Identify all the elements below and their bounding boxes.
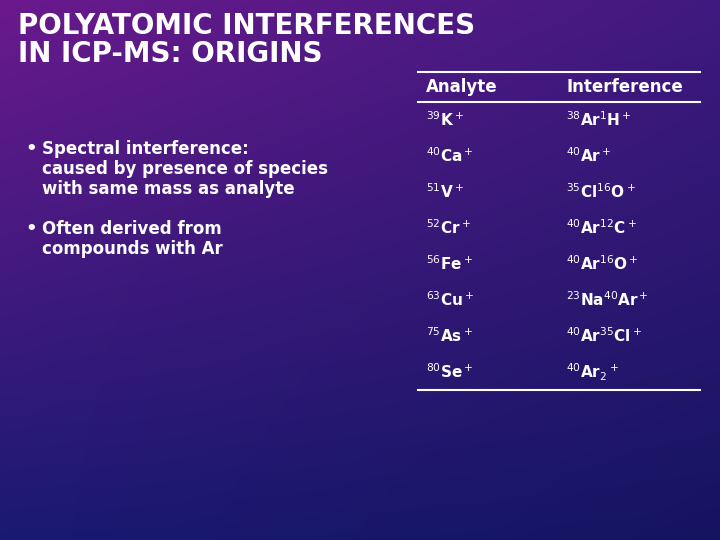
Text: $^{40}$Ar$^{35}$Cl$^+$: $^{40}$Ar$^{35}$Cl$^+$ — [566, 327, 642, 346]
Text: with same mass as analyte: with same mass as analyte — [42, 180, 294, 198]
Text: Spectral interference:: Spectral interference: — [42, 140, 248, 158]
Text: Analyte: Analyte — [426, 78, 498, 96]
Text: IN ICP-MS: ORIGINS: IN ICP-MS: ORIGINS — [18, 40, 323, 68]
Text: $^{56}$Fe$^+$: $^{56}$Fe$^+$ — [426, 255, 473, 273]
Text: $^{39}$K$^+$: $^{39}$K$^+$ — [426, 111, 464, 130]
Text: $^{51}$V$^+$: $^{51}$V$^+$ — [426, 183, 464, 201]
Text: caused by presence of species: caused by presence of species — [42, 160, 328, 178]
Text: $^{52}$Cr$^+$: $^{52}$Cr$^+$ — [426, 219, 471, 238]
Text: $^{38}$Ar$^1$H$^+$: $^{38}$Ar$^1$H$^+$ — [566, 111, 631, 130]
Text: POLYATOMIC INTERFERENCES: POLYATOMIC INTERFERENCES — [18, 12, 475, 40]
Text: $^{80}$Se$^+$: $^{80}$Se$^+$ — [426, 363, 474, 381]
Text: $^{40}$Ar$^{16}$O$^+$: $^{40}$Ar$^{16}$O$^+$ — [566, 255, 639, 273]
Text: Interference: Interference — [566, 78, 683, 96]
Text: $^{63}$Cu$^+$: $^{63}$Cu$^+$ — [426, 291, 474, 309]
Text: $^{35}$Cl$^{16}$O$^+$: $^{35}$Cl$^{16}$O$^+$ — [566, 183, 636, 201]
Text: $^{40}$Ar$^+$: $^{40}$Ar$^+$ — [566, 147, 611, 165]
Text: •: • — [25, 140, 37, 158]
Text: $^{23}$Na$^{40}$Ar$^+$: $^{23}$Na$^{40}$Ar$^+$ — [566, 291, 649, 309]
Text: $^{75}$As$^+$: $^{75}$As$^+$ — [426, 327, 473, 346]
Text: $^{40}$Ar$^{12}$C$^+$: $^{40}$Ar$^{12}$C$^+$ — [566, 219, 637, 238]
Text: Often derived from: Often derived from — [42, 220, 222, 238]
Text: $^{40}$Ca$^+$: $^{40}$Ca$^+$ — [426, 147, 474, 165]
Text: •: • — [25, 220, 37, 238]
Text: compounds with Ar: compounds with Ar — [42, 240, 222, 258]
Text: $^{40}$Ar$_2$$^+$: $^{40}$Ar$_2$$^+$ — [566, 361, 619, 383]
